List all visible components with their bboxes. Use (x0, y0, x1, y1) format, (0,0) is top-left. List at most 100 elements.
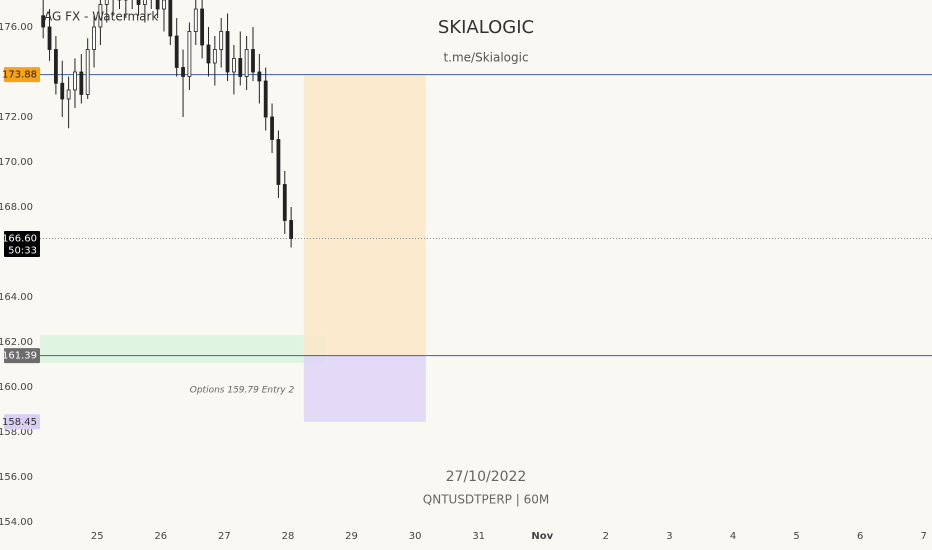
y-tick-label: 164.00 (0, 292, 33, 303)
boxes (40, 74, 426, 422)
candle (98, 0, 103, 45)
x-tick-label: 28 (282, 531, 295, 542)
candle-body (98, 4, 103, 28)
x-tick-label: 30 (409, 531, 422, 542)
price-label-box (4, 414, 40, 430)
price-label: 173.88 (2, 70, 37, 81)
candle (117, 0, 122, 9)
candle (200, 0, 205, 59)
candle (155, 0, 160, 18)
candle-body (143, 0, 147, 5)
candle-body (212, 49, 217, 64)
y-tick-label: 172.00 (0, 112, 33, 123)
candle-body (155, 0, 160, 10)
candle-body (238, 58, 243, 77)
price-label-box (4, 348, 40, 364)
candle (276, 130, 281, 198)
candle (79, 53, 84, 104)
candle (66, 76, 71, 129)
x-tick-label: 5 (793, 531, 799, 542)
candle (282, 170, 287, 234)
candle (123, 0, 128, 18)
x-tick-label: 27 (218, 531, 231, 542)
price-label: 166.60 (2, 233, 37, 244)
y-tick-label: 168.00 (0, 202, 33, 213)
candle (143, 0, 147, 23)
x-tick-label: Nov (531, 531, 553, 542)
candle-body (193, 8, 198, 32)
candle (112, 0, 114, 16)
candle (232, 44, 236, 95)
candle-body (257, 71, 262, 82)
candle-body (282, 184, 287, 221)
x-tick-label: 3 (666, 531, 672, 542)
candle (168, 0, 173, 45)
candle (181, 49, 185, 117)
candle-body (187, 31, 192, 77)
candle (225, 13, 230, 81)
candle-body (200, 8, 205, 46)
y-tick-label: 158.00 (0, 427, 33, 438)
candle (131, 0, 133, 9)
candle-body (92, 26, 96, 50)
zone-box (303, 355, 426, 422)
candle-body (225, 31, 230, 73)
candle-body (79, 71, 84, 95)
y-tick-label: 162.00 (0, 337, 33, 348)
candle-body (244, 49, 249, 77)
candle-body (73, 71, 77, 91)
x-tick-label: 6 (857, 531, 863, 542)
zone-box (303, 74, 426, 356)
candle (193, 0, 198, 45)
candle-body (162, 0, 166, 10)
candle-body (181, 67, 185, 77)
x-tick-label: 25 (91, 531, 104, 542)
chart-subtitle: t.me/Skialogic (443, 51, 528, 65)
candle (244, 35, 249, 90)
candle-body (168, 0, 173, 37)
x-tick-label: 26 (154, 531, 167, 542)
candle (187, 22, 192, 90)
candle (289, 206, 294, 248)
y-tick-label: 154.00 (0, 517, 33, 528)
candle (174, 17, 179, 77)
candle-body (289, 220, 294, 239)
chart-title: SKIALOGIC (438, 17, 534, 38)
candles (41, 0, 294, 248)
candle-body (60, 82, 65, 100)
candle (47, 8, 52, 61)
price-label: 161.39 (2, 351, 37, 362)
x-tick-label: 2 (603, 531, 609, 542)
x-tick-label: 7 (921, 531, 927, 542)
candle-body (85, 49, 90, 95)
price-label: 158.45 (2, 417, 37, 428)
candle-body (53, 49, 58, 84)
candle (41, 0, 46, 39)
x-tick-label: 31 (472, 531, 485, 542)
candle (85, 38, 90, 99)
candle (263, 67, 268, 131)
watermark: AG FX - Watermark (44, 10, 158, 24)
candle-body (136, 0, 141, 5)
candle (53, 35, 58, 95)
candle (270, 103, 274, 153)
candle (104, 0, 109, 23)
candle-body (251, 49, 255, 73)
candle (136, 0, 141, 16)
candle (73, 58, 77, 108)
candle (257, 53, 262, 104)
candle-body (104, 0, 109, 5)
candle-body (47, 26, 52, 50)
candle (162, 0, 166, 32)
candle (212, 35, 217, 86)
y-tick-label: 160.00 (0, 382, 33, 393)
price-label-box (4, 230, 40, 257)
candle (251, 26, 255, 81)
x-tick-label: 4 (730, 531, 736, 542)
axes: 154.00 156.00 158.00 160.00 162.00 164.00 168.… (0, 22, 927, 542)
countdown-label: 50:33 (8, 245, 37, 256)
date-label: 27/10/2022 (446, 469, 527, 485)
candle-body (270, 116, 274, 140)
